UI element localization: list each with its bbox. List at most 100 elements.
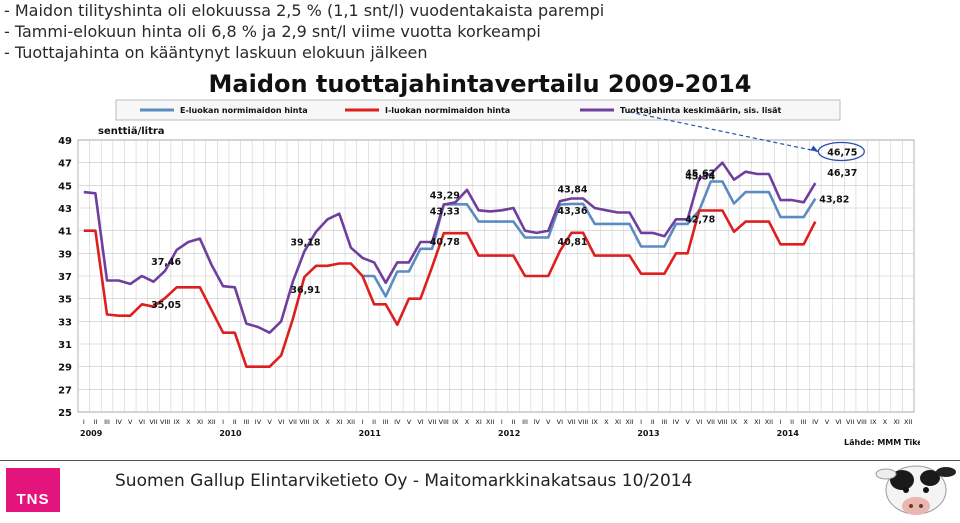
legend-box — [115, 99, 841, 121]
data-label: 37,46 — [151, 257, 181, 268]
data-label: 45,62 — [685, 168, 715, 179]
x-tick-label: IV — [673, 418, 680, 426]
y-axis-label: senttiä/litra — [98, 126, 165, 137]
x-tick-label: IV — [533, 418, 540, 426]
data-label: 40,78 — [430, 237, 460, 248]
cow-image — [875, 465, 956, 515]
series-line — [83, 209, 817, 368]
x-tick-label: II — [651, 418, 655, 426]
x-tick-label: IV — [255, 418, 262, 426]
x-tick-label: X — [465, 418, 470, 426]
tns-logo: TNS — [6, 468, 60, 512]
bullet-item: - Tuottajahinta on kääntynyt laskuun elo… — [4, 43, 428, 62]
legend: E-luokan normimaidon hinta I-luokan normi… — [140, 106, 782, 115]
y-tick-label: 31 — [58, 340, 72, 351]
x-tick-label: VII — [428, 418, 436, 426]
x-tick-label: VI — [696, 418, 702, 426]
y-tick-label: 27 — [58, 385, 72, 396]
x-tick-label: V — [685, 418, 690, 426]
x-tick-label: I — [640, 418, 642, 426]
y-tick-label: 33 — [58, 317, 72, 328]
year-label: 2009 — [80, 429, 103, 438]
year-label: 2012 — [498, 429, 520, 438]
logo-text: TNS — [16, 491, 50, 508]
x-tick-label: XII — [904, 418, 912, 426]
y-tick-label: 47 — [58, 159, 72, 170]
data-label: 39,18 — [290, 237, 320, 248]
data-label: 36,91 — [290, 285, 320, 296]
data-label: 43,29 — [430, 191, 460, 202]
x-tick-label: IV — [115, 418, 122, 426]
year-label: 2013 — [637, 429, 659, 438]
x-tick-label: V — [407, 418, 412, 426]
legend-label: Tuottajahinta keskimäärin, sis. lisät — [620, 106, 782, 115]
data-label: 46,75 — [827, 148, 857, 159]
source-label: Lähde: MMM Tike — [844, 438, 920, 447]
data-label: 42,78 — [685, 214, 715, 225]
x-tick-label: VII — [846, 418, 854, 426]
x-tick-label: III — [801, 418, 807, 426]
x-tick-label: XII — [207, 418, 215, 426]
chart-title: Maidon tuottajahintavertailu 2009-2014 — [209, 70, 752, 98]
y-tick-label: 43 — [58, 204, 72, 215]
x-tick-label: V — [267, 418, 272, 426]
plot-area: 25 27 29 31 33 35 37 39 41 43 45 47 49 senttiä/litra I… — [58, 111, 920, 447]
x-tick-label: V — [546, 418, 551, 426]
x-tick-label: VI — [557, 418, 563, 426]
x-tick-label: X — [325, 418, 330, 426]
x-tick-label: I — [222, 418, 224, 426]
bullet-item: - Tammi-elokuun hinta oli 6,8 % ja 2,9 s… — [4, 22, 541, 41]
x-tick-label: II — [93, 418, 97, 426]
x-tick-label: II — [511, 418, 515, 426]
arrow-head — [810, 145, 819, 152]
x-tick-label: XI — [615, 418, 621, 426]
y-tick-label: 29 — [58, 363, 72, 374]
x-tick-label: VIII — [160, 418, 170, 426]
x-tick-label: I — [780, 418, 782, 426]
x-tick-label: XII — [765, 418, 773, 426]
x-tick-label: II — [233, 418, 237, 426]
legend-label: E-luokan normimaidon hinta — [180, 106, 308, 115]
y-tick-label: 45 — [58, 181, 72, 192]
bullet-item: - Maidon tilityshinta oli elokuussa 2,5 … — [4, 1, 605, 20]
x-tick-label: VIII — [578, 418, 588, 426]
year-label: 2010 — [219, 429, 242, 438]
data-label: 43,84 — [557, 184, 587, 195]
data-label: 40,81 — [557, 237, 587, 248]
x-tick-label: XI — [893, 418, 899, 426]
x-tick-label: IX — [174, 418, 181, 426]
y-tick-label: 35 — [58, 295, 72, 306]
x-tick-label: I — [362, 418, 364, 426]
x-tick-label: VIII — [857, 418, 867, 426]
x-tick-label: XI — [336, 418, 342, 426]
footer-text: Suomen Gallup Elintarviketieto Oy - Mait… — [115, 471, 693, 491]
x-tick-label: II — [790, 418, 794, 426]
x-tick-label: XII — [347, 418, 355, 426]
x-tick-label: XI — [754, 418, 760, 426]
x-tick-label: IV — [394, 418, 401, 426]
x-tick-label: IX — [592, 418, 599, 426]
x-tick-label: XII — [486, 418, 494, 426]
y-tick-label: 49 — [58, 136, 72, 147]
x-tick-label: I — [83, 418, 85, 426]
x-tick-label: VI — [417, 418, 423, 426]
x-tick-label: III — [243, 418, 249, 426]
data-label: 35,05 — [151, 300, 181, 311]
x-tick-label: IV — [812, 418, 819, 426]
x-tick-label: XII — [625, 418, 633, 426]
x-tick-label: III — [522, 418, 528, 426]
x-tick-label: IX — [452, 418, 459, 426]
x-tick-label: III — [661, 418, 667, 426]
x-tick-label: VII — [289, 418, 297, 426]
x-tick-label: XI — [197, 418, 203, 426]
x-tick-label: VI — [139, 418, 145, 426]
data-label: 43,33 — [430, 206, 460, 217]
x-tick-label: V — [128, 418, 133, 426]
x-tick-label: II — [372, 418, 376, 426]
x-tick-label: VI — [278, 418, 284, 426]
x-tick-label: VIII — [717, 418, 727, 426]
x-tick-label: X — [604, 418, 609, 426]
x-tick-label: III — [104, 418, 110, 426]
x-tick-label: III — [383, 418, 389, 426]
data-label: 45,34 — [685, 171, 715, 182]
